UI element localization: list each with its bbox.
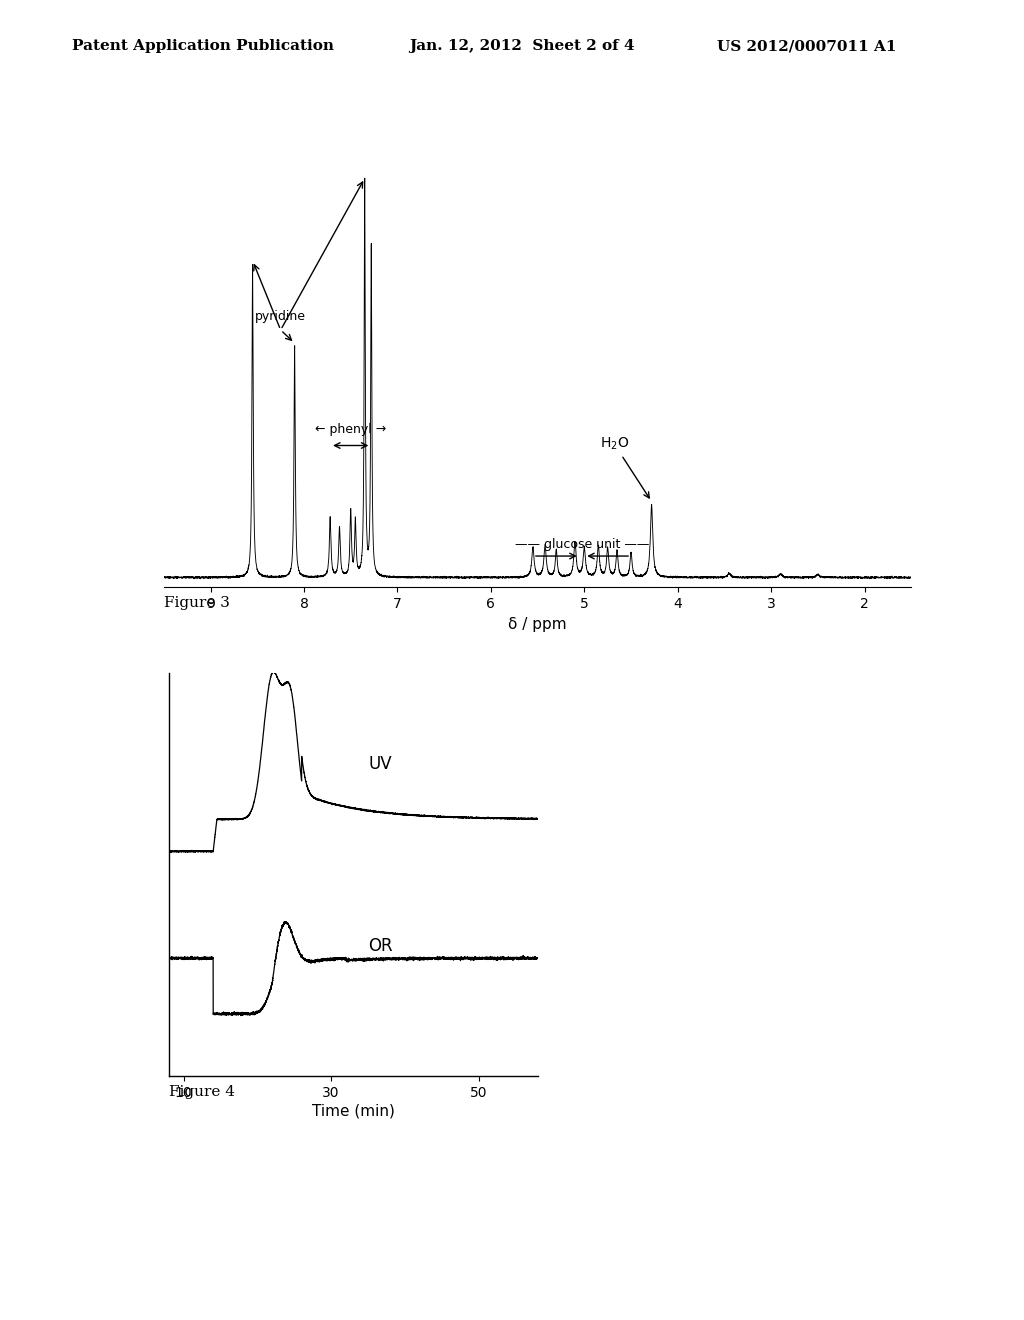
Text: OR: OR — [368, 937, 392, 956]
X-axis label: Time (min): Time (min) — [312, 1104, 394, 1118]
X-axis label: δ / ppm: δ / ppm — [508, 616, 567, 632]
Text: ← phenyl →: ← phenyl → — [315, 422, 386, 436]
Text: pyridine: pyridine — [255, 310, 306, 323]
Text: Figure 4: Figure 4 — [169, 1085, 234, 1098]
Text: Figure 3: Figure 3 — [164, 597, 229, 610]
Text: UV: UV — [368, 755, 391, 774]
Text: Patent Application Publication: Patent Application Publication — [72, 40, 334, 53]
Text: Jan. 12, 2012  Sheet 2 of 4: Jan. 12, 2012 Sheet 2 of 4 — [410, 40, 635, 53]
Text: US 2012/0007011 A1: US 2012/0007011 A1 — [717, 40, 896, 53]
Text: H$_2$O: H$_2$O — [600, 436, 649, 498]
Text: —— glucose unit ——: —— glucose unit —— — [515, 539, 649, 552]
